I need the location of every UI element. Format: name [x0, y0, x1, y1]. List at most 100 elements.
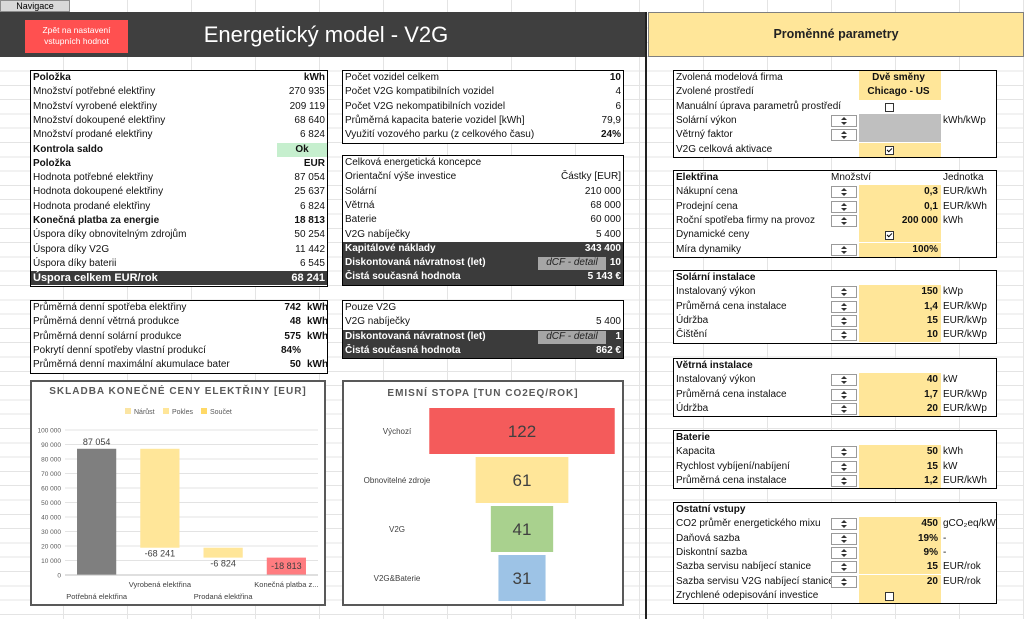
- table-row: Větrná 68 000: [343, 199, 623, 213]
- table-row: Baterie 60 000: [343, 213, 623, 227]
- parameter-value[interactable]: 20: [859, 574, 941, 589]
- parameter-label: Manuální úprava parametrů prostředí: [676, 100, 842, 112]
- parameter-label: Instalovaný výkon: [676, 374, 756, 386]
- parameter-row: Zvolená modelová firma Dvě směny: [674, 71, 996, 86]
- parameter-unit: kW: [943, 374, 958, 386]
- table-row: Hodnota potřebné elektřiny 87 054: [31, 171, 327, 185]
- table: Pouze V2G V2G nabíječky 5 400 Diskontovaná …: [342, 300, 624, 360]
- back-button[interactable]: Zpět na nastavení vstupních hodnot: [25, 20, 128, 53]
- parameter-value[interactable]: 100%: [859, 242, 941, 257]
- parameter-value[interactable]: 15: [859, 313, 941, 329]
- x-tick-label: Konečná platba z...: [254, 580, 318, 589]
- value-label: 87 054: [83, 437, 111, 447]
- cell: Množství dokoupené elektřiny: [33, 114, 166, 126]
- parameter-value[interactable]: Chicago - US: [859, 85, 941, 100]
- table: Průměrná denní spotřeba elektřiny 742 kWh P…: [30, 300, 328, 374]
- spinner[interactable]: [831, 329, 857, 342]
- spinner[interactable]: [831, 532, 857, 545]
- detail-button[interactable]: dCF - detail: [538, 330, 606, 345]
- spinner[interactable]: [831, 300, 857, 313]
- spinner[interactable]: [831, 286, 857, 299]
- spinner[interactable]: [831, 200, 857, 213]
- parameter-value: [859, 128, 941, 143]
- spinner[interactable]: [831, 214, 857, 227]
- spinner[interactable]: [831, 460, 857, 473]
- parameter-value[interactable]: 1,2: [859, 473, 941, 489]
- parameter-value[interactable]: 200 000: [859, 213, 941, 229]
- value-label: 122: [508, 422, 536, 441]
- table-row: Čistá současná hodnota 862 €: [343, 343, 623, 359]
- cell: 1: [615, 330, 621, 342]
- table-row: Položka kWh: [31, 71, 327, 85]
- table-row: Pokrytí denní spotřeby vlastní produkcí 8…: [31, 344, 327, 358]
- parameter-value[interactable]: 150: [859, 285, 941, 300]
- spinner[interactable]: [831, 518, 857, 531]
- bar: [203, 547, 243, 558]
- spinner[interactable]: [831, 114, 857, 127]
- spinner[interactable]: [831, 561, 857, 574]
- spinner[interactable]: [831, 402, 857, 415]
- value-label: 61: [513, 471, 532, 490]
- value-label: 31: [513, 569, 532, 588]
- spinner[interactable]: [831, 243, 857, 256]
- spinner[interactable]: [831, 374, 857, 387]
- parameter-unit: EUR/kWp: [943, 329, 987, 341]
- cell: 68 640: [294, 114, 325, 126]
- parameter-value: [859, 142, 941, 157]
- cell: Solární: [345, 185, 377, 197]
- checkbox[interactable]: [885, 145, 894, 155]
- spinner[interactable]: [831, 546, 857, 559]
- cell: 270 935: [288, 86, 325, 98]
- cell: Průměrná denní maximální akumulace bater: [33, 359, 230, 371]
- spinner[interactable]: [831, 575, 857, 588]
- parameter-row: Roční spotřeba firmy na provoz 200 000 kWh: [674, 213, 996, 229]
- cell: Diskontovaná návratnost (let): [345, 330, 486, 342]
- parameter-value[interactable]: 450: [859, 517, 941, 532]
- parameter-label: Dynamické ceny: [676, 229, 750, 241]
- parameter-value[interactable]: 15: [859, 560, 941, 575]
- cell: Průměrná kapacita baterie vozidel [kWh]: [345, 114, 525, 126]
- checkbox[interactable]: [885, 591, 894, 601]
- cell: 5 400: [595, 316, 621, 328]
- parameter-value[interactable]: 40: [859, 373, 941, 388]
- parameter-unit: kW: [943, 460, 958, 472]
- spinner[interactable]: [831, 388, 857, 401]
- parameter-row: Sazba servisu V2G nabíjecí stanice 20 EUR/…: [674, 574, 996, 589]
- detail-button[interactable]: dCF - detail: [538, 257, 606, 272]
- parameter-value[interactable]: 15: [859, 459, 941, 474]
- parameter-value[interactable]: 1,4: [859, 299, 941, 314]
- parameter-value[interactable]: 0,3: [859, 185, 941, 200]
- table-row: Úspora díky obnovitelným zdrojům 50 254: [31, 228, 327, 242]
- spinner[interactable]: [831, 474, 857, 487]
- parameter-value[interactable]: 9%: [859, 545, 941, 561]
- parameter-unit: EUR/rok: [943, 561, 981, 573]
- y-tick-label: 50 000: [41, 500, 61, 507]
- cell: Úspora díky baterii: [33, 257, 117, 269]
- section-header: Elektřina Množství Jednotka: [674, 171, 996, 185]
- parameter-label: Instalovaný výkon: [676, 286, 756, 298]
- spinner[interactable]: [831, 129, 857, 142]
- parameter-value[interactable]: Dvě směny: [859, 71, 941, 86]
- parameter-value[interactable]: 10: [859, 328, 941, 343]
- parameter-row: CO2 průměr energetického mixu 450 gCO₂eq/k…: [674, 517, 997, 532]
- parameter-value: [859, 588, 941, 604]
- checkbox[interactable]: [885, 231, 894, 241]
- page-title: Energetický model - V2G: [203, 22, 449, 47]
- parameter-value[interactable]: 20: [859, 401, 941, 417]
- cell: 210 000: [584, 185, 621, 197]
- table-row: V2G nabíječky 5 400: [343, 315, 623, 329]
- navigation-button[interactable]: Navigace: [0, 0, 70, 12]
- spinner[interactable]: [831, 314, 857, 327]
- spinner[interactable]: [831, 446, 857, 459]
- parameter-value[interactable]: 50: [859, 445, 941, 460]
- checkbox[interactable]: [885, 102, 894, 112]
- parameter-value[interactable]: 19%: [859, 531, 941, 546]
- parameter-label: Daňová sazba: [676, 532, 740, 544]
- spinner[interactable]: [831, 186, 857, 199]
- parameter-value[interactable]: 0,1: [859, 199, 941, 214]
- cell: 48: [289, 316, 301, 328]
- parameter-unit: EUR/kWh: [943, 200, 987, 212]
- parameter-value[interactable]: 1,7: [859, 387, 941, 402]
- table-row: V2G nabíječky 5 400: [343, 228, 623, 242]
